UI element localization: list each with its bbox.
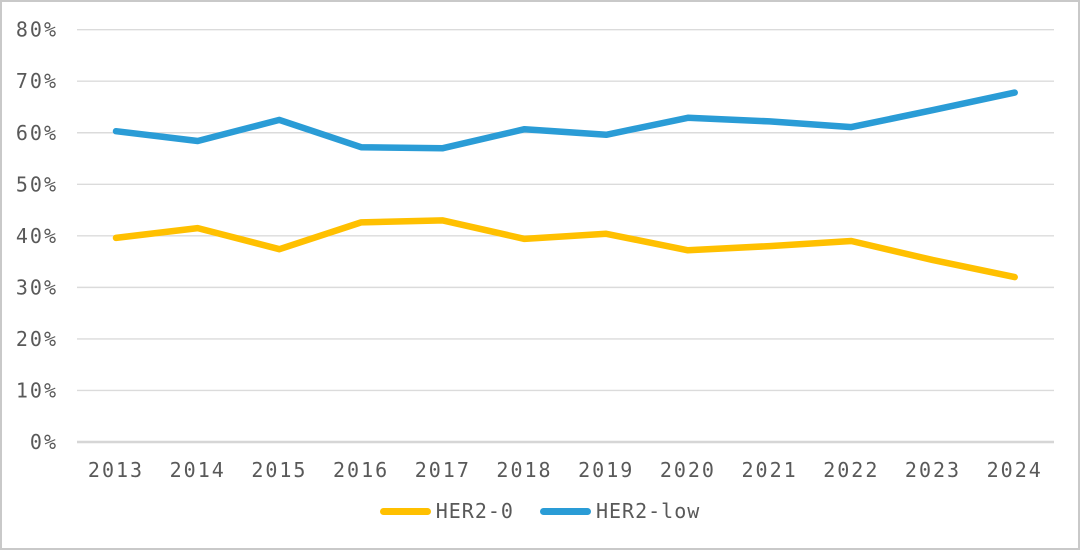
x-tick-label: 2017 (415, 458, 471, 482)
y-tick-label: 30% (16, 275, 58, 299)
her2-0-swatch-icon (379, 507, 431, 515)
y-tick-label: 40% (16, 224, 58, 248)
y-tick-label: 20% (16, 327, 58, 351)
legend-item-her2-0: HER2-0 (379, 499, 514, 523)
x-tick-label: 2018 (496, 458, 552, 482)
y-tick-label: 80% (16, 18, 58, 42)
y-tick-label: 60% (16, 121, 58, 145)
x-tick-label: 2014 (170, 458, 226, 482)
her2-low-line (112, 89, 1018, 152)
x-tick-label: 2019 (578, 458, 634, 482)
x-tick-label: 2016 (333, 458, 389, 482)
x-tick-label: 2024 (987, 458, 1043, 482)
y-tick-label: 50% (16, 172, 58, 196)
x-tick-label: 2013 (88, 458, 144, 482)
y-tick-label: 70% (16, 69, 58, 93)
x-tick-label: 2023 (905, 458, 961, 482)
her2-low-swatch-icon (539, 507, 591, 515)
legend-item-her2-low: HER2-low (539, 499, 701, 523)
her2-low-legend-label: HER2-low (595, 499, 701, 523)
x-tick-label: 2015 (251, 458, 307, 482)
x-tick-label: 2022 (823, 458, 879, 482)
y-tick-label: 10% (16, 378, 58, 402)
x-tick-label: 2021 (742, 458, 798, 482)
y-tick-label: 0% (30, 430, 58, 454)
x-tick-label: 2020 (660, 458, 716, 482)
line-chart: 0% 10% 20% 30% 40% 50% 60% 70% 80% 2013 2014 2015 20… (16, 18, 1054, 482)
legend: HER2-0 HER2-low (2, 501, 1078, 521)
her2-0-line (112, 217, 1018, 281)
her2-0-legend-label: HER2-0 (435, 499, 514, 523)
